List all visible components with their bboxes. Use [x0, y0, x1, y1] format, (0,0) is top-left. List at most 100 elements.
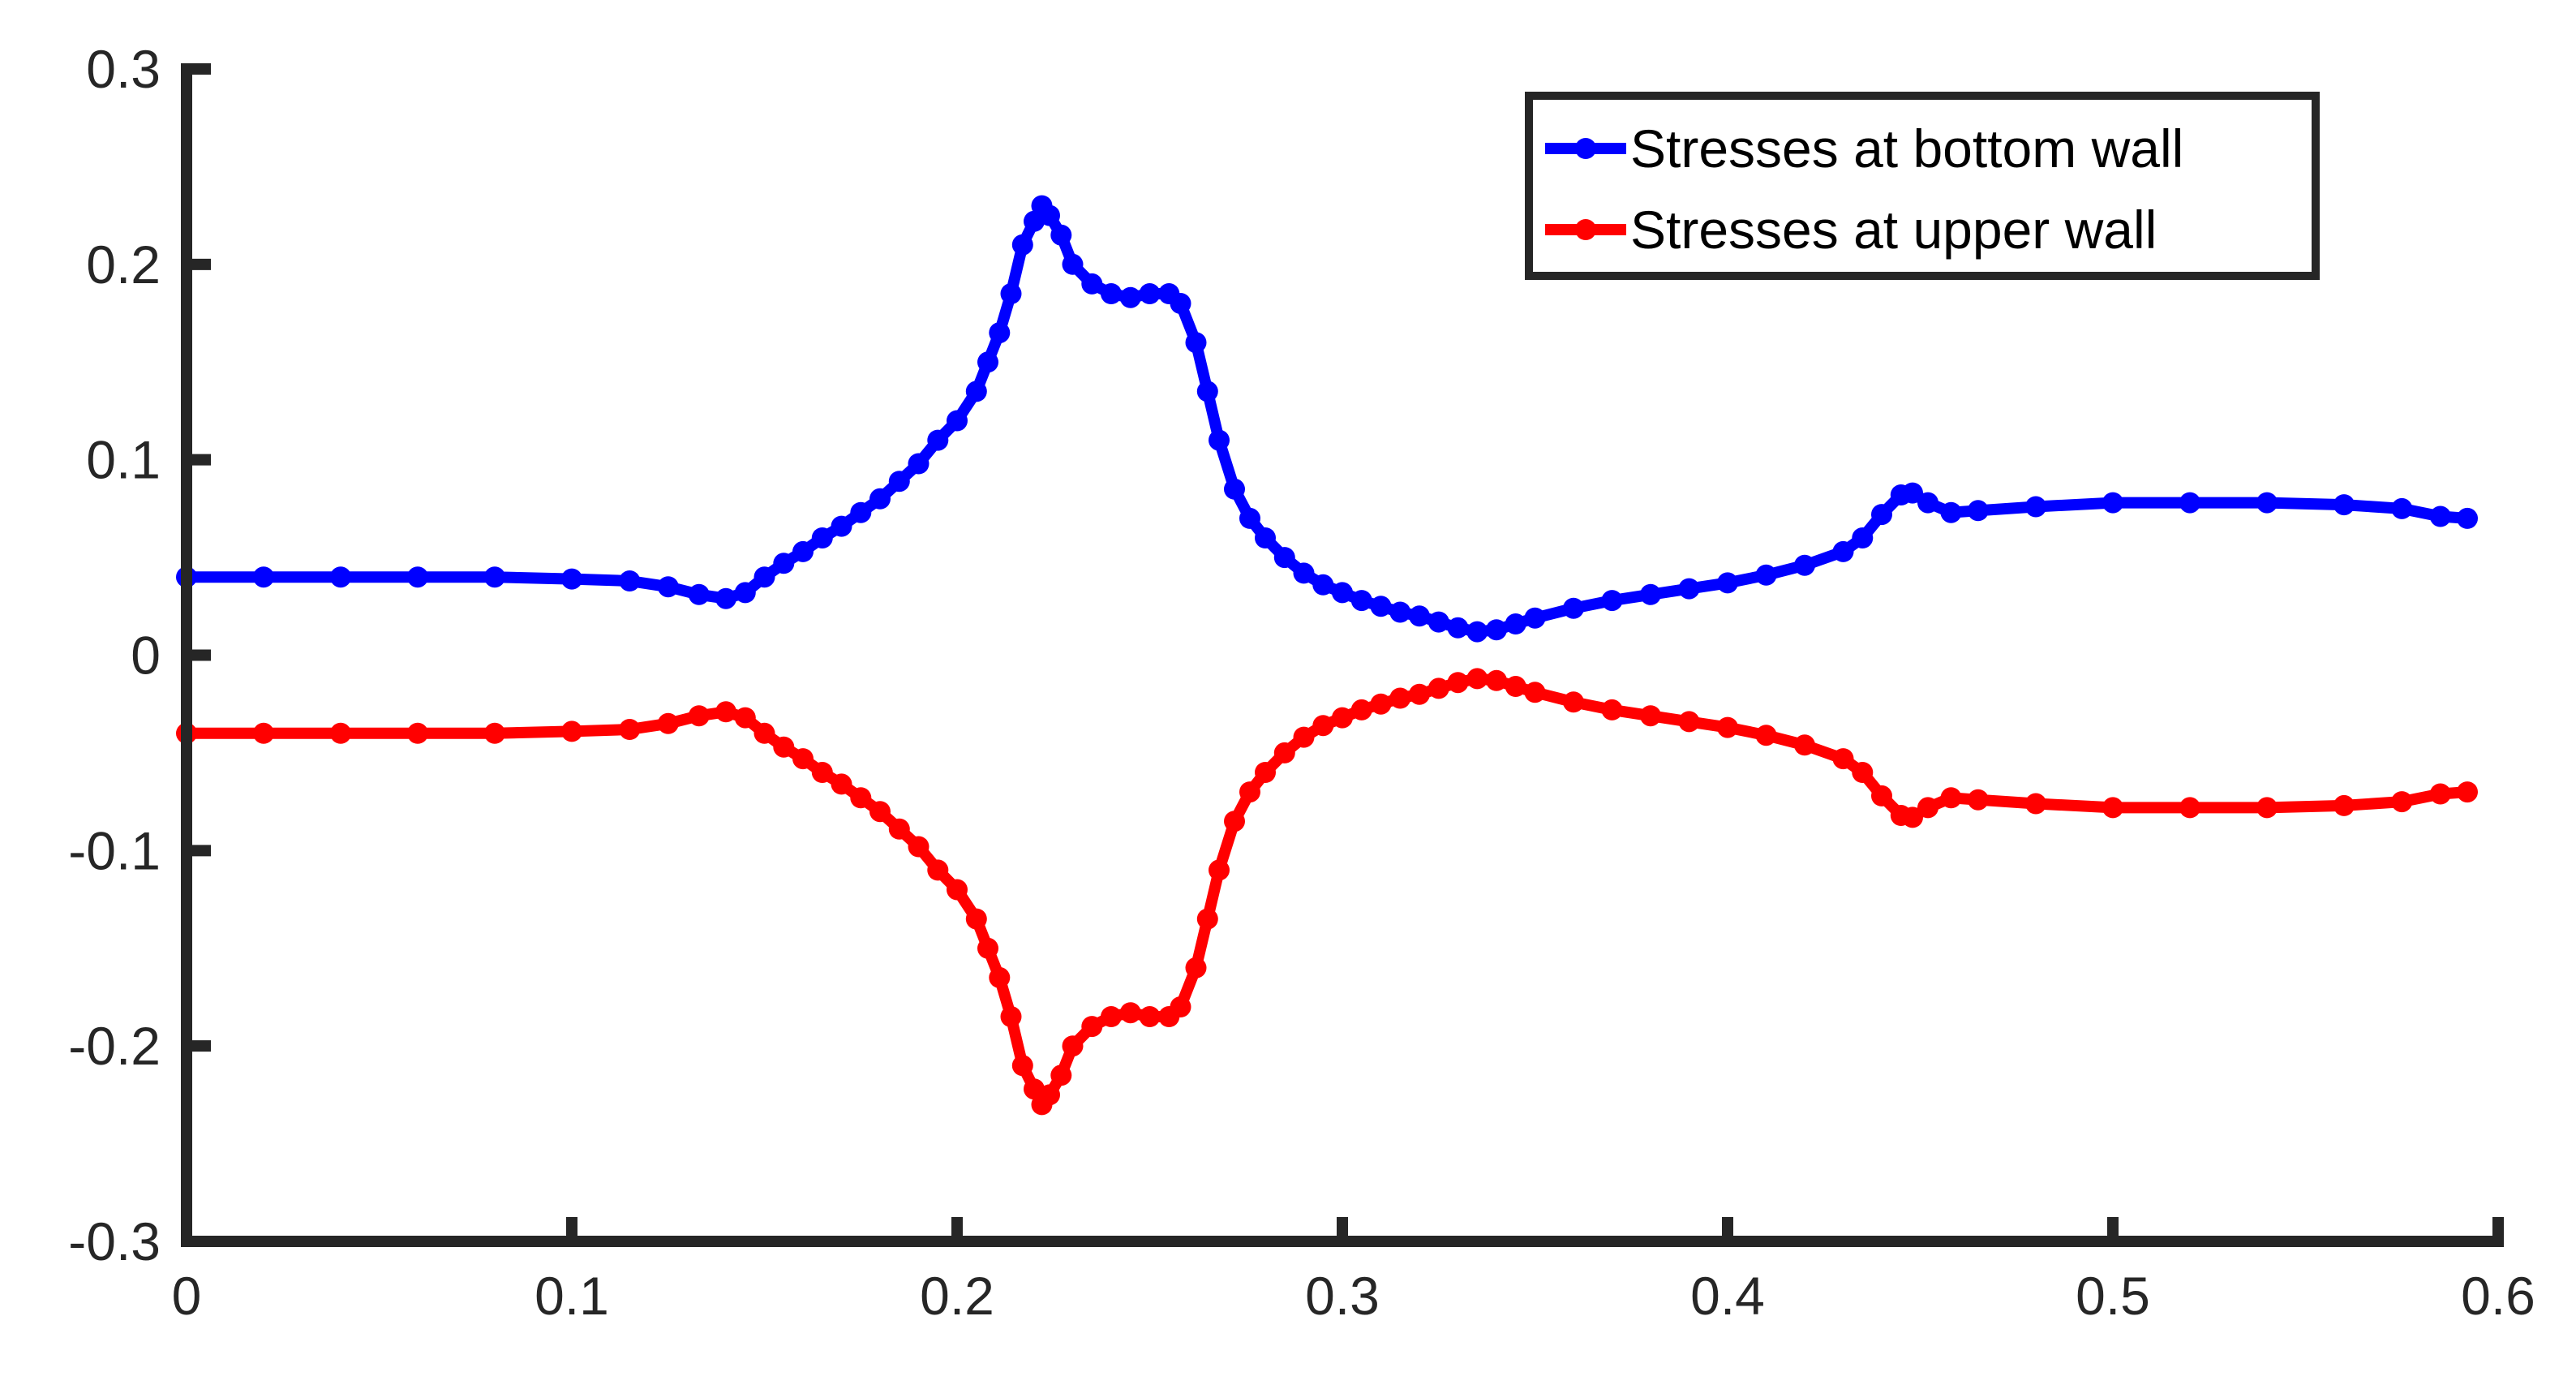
data-point: [1967, 500, 1989, 522]
x-tick-label: 0: [172, 1266, 202, 1326]
data-point: [850, 501, 872, 523]
legend-swatch-marker: [1575, 219, 1596, 240]
data-point: [2102, 797, 2123, 819]
data-point: [811, 527, 833, 548]
legend-item: Stresses at bottom wall: [1545, 118, 2183, 179]
data-point: [792, 540, 814, 562]
data-point: [888, 818, 910, 840]
x-tick-label: 0.4: [1690, 1266, 1765, 1326]
data-point: [753, 566, 775, 588]
data-point: [1902, 806, 1923, 828]
data-point: [1350, 699, 1372, 720]
data-point: [1370, 596, 1392, 617]
data-point: [2429, 783, 2451, 805]
data-point: [1101, 1006, 1122, 1027]
data-point: [947, 410, 968, 432]
data-point: [1273, 547, 1295, 569]
data-point: [1000, 283, 1022, 304]
data-point: [1678, 711, 1700, 733]
data-point: [908, 836, 930, 858]
data-point: [619, 719, 641, 740]
data-point: [927, 859, 949, 881]
data-point: [484, 722, 505, 744]
legend-box: [1525, 92, 2320, 280]
data-point: [484, 566, 505, 588]
data-point: [1039, 204, 1060, 226]
series-layer: [176, 195, 2478, 1116]
data-point: [734, 707, 756, 729]
legend-items: Stresses at bottom wall Stresses at upper…: [1545, 118, 2183, 260]
data-point: [1794, 554, 1815, 576]
data-point: [2179, 492, 2200, 514]
data-point: [1409, 605, 1430, 627]
data-point: [1871, 785, 1892, 806]
data-point: [753, 722, 775, 744]
y-tick-label: 0.1: [86, 430, 161, 490]
data-point: [965, 908, 987, 930]
data-point: [1717, 716, 1738, 738]
data-point: [2457, 781, 2478, 803]
data-point: [715, 701, 736, 723]
legend-item: Stresses at upper wall: [1545, 200, 2157, 260]
data-point: [1239, 781, 1260, 803]
data-point: [1794, 734, 1815, 756]
data-point: [1196, 908, 1218, 930]
data-point: [1678, 578, 1700, 600]
legend-swatch-marker: [1575, 138, 1596, 159]
data-point: [1466, 621, 1488, 643]
data-point: [773, 553, 795, 574]
x-axis-ticks: 0 0.1 0.2 0.3 0.4 0.5 0.6: [172, 1217, 2535, 1326]
data-point: [831, 773, 852, 795]
data-point: [1293, 726, 1315, 748]
y-tick-label: 0: [131, 626, 161, 686]
data-point: [1389, 687, 1411, 709]
data-point: [1601, 590, 1623, 612]
data-point: [253, 566, 274, 588]
y-tick-label: -0.3: [68, 1211, 161, 1271]
y-tick-label: 0.3: [86, 39, 161, 99]
data-point: [2025, 496, 2046, 518]
series-1: [176, 195, 2478, 643]
data-point: [1332, 707, 1353, 729]
data-point: [1255, 527, 1276, 548]
data-point: [1428, 611, 1449, 633]
data-point: [850, 787, 872, 809]
data-point: [2256, 797, 2278, 819]
data-point: [1717, 572, 1738, 594]
data-point: [1139, 1006, 1161, 1027]
data-point: [869, 801, 891, 823]
data-point: [1505, 676, 1526, 697]
data-point: [407, 566, 428, 588]
data-point: [1209, 859, 1230, 881]
data-point: [1505, 613, 1526, 634]
data-point: [688, 705, 710, 727]
data-point: [1428, 677, 1449, 699]
x-tick-label: 0.6: [2461, 1266, 2535, 1326]
data-point: [1312, 574, 1334, 596]
data-point: [989, 966, 1011, 988]
data-point: [1332, 582, 1353, 604]
data-point: [2256, 492, 2278, 514]
data-point: [1101, 283, 1122, 304]
data-point: [869, 488, 891, 510]
data-point: [1852, 762, 1874, 783]
data-point: [1832, 540, 1854, 562]
data-point: [1917, 797, 1938, 819]
data-point: [888, 471, 910, 492]
data-point: [330, 566, 351, 588]
data-point: [1312, 715, 1334, 737]
data-point: [1062, 1035, 1084, 1057]
data-point: [688, 583, 710, 605]
data-point: [1447, 672, 1469, 694]
data-point: [1224, 478, 1245, 500]
y-tick-label: -0.1: [68, 820, 161, 880]
axes: 0 0.1 0.2 0.3 0.4 0.5 0.6 0.3 0.2 0.1 0 -0.1 -0.2 -0…: [68, 39, 2535, 1326]
data-point: [1940, 787, 1962, 809]
data-point: [947, 879, 968, 901]
data-point: [1601, 699, 1623, 720]
data-point: [1524, 607, 1546, 629]
data-point: [1293, 562, 1315, 584]
data-point: [1196, 381, 1218, 402]
data-point: [2102, 492, 2123, 514]
